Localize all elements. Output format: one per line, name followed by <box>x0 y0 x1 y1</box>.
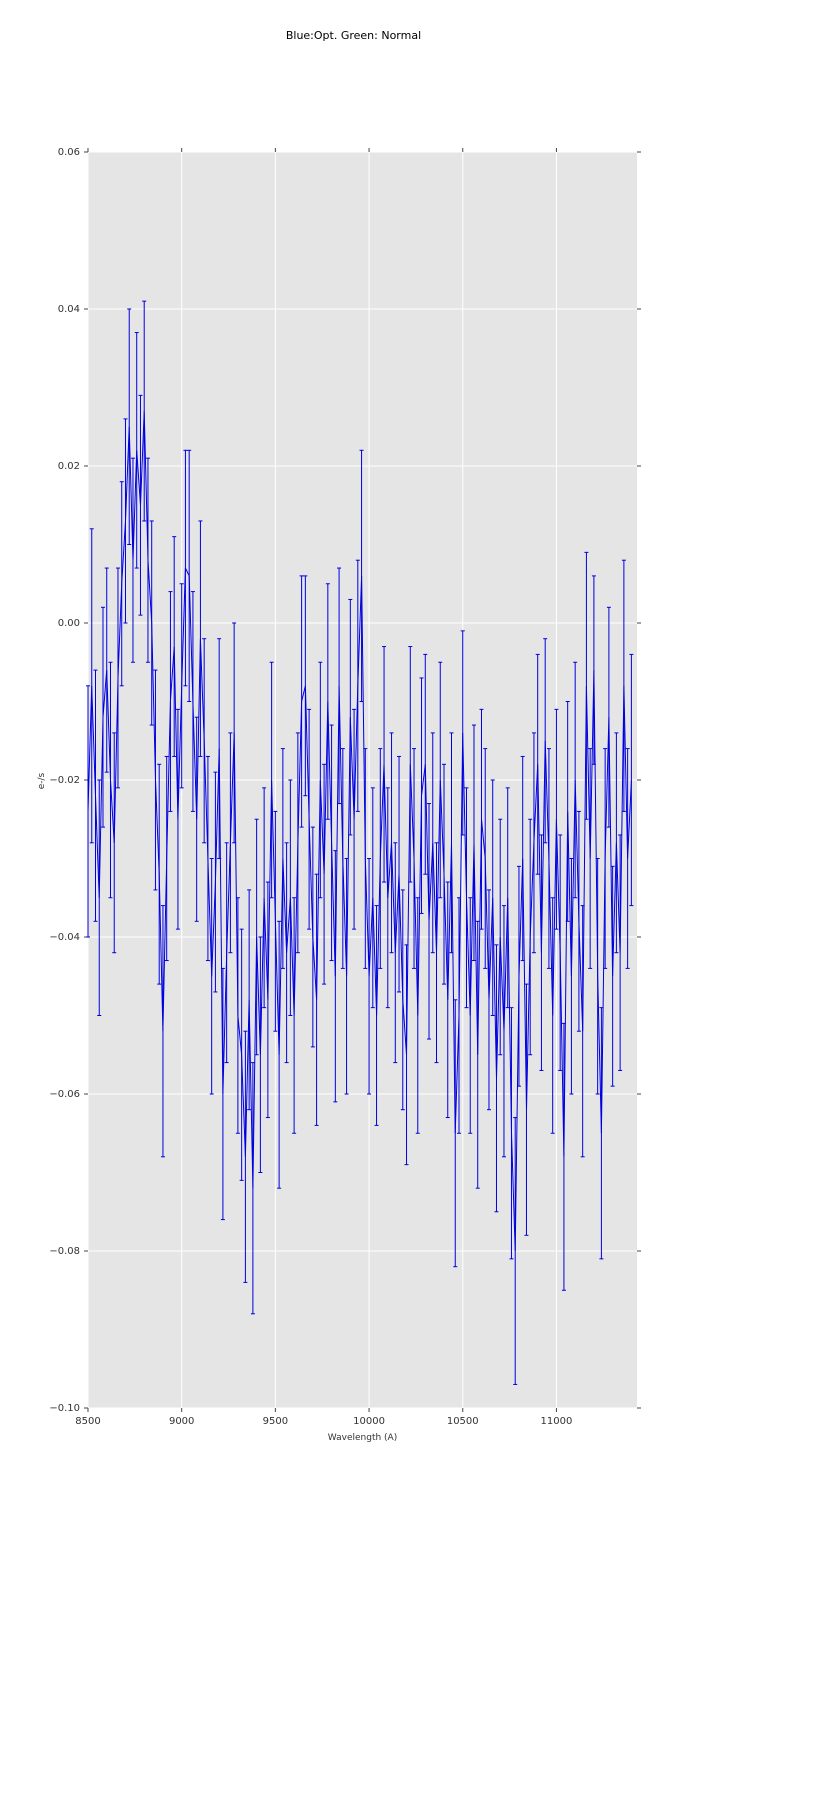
spectrum-line <box>87 411 632 1252</box>
y-tick-label: 0.06 <box>58 147 80 158</box>
x-tick-label: 9500 <box>263 1416 288 1427</box>
x-tick-label: 9000 <box>169 1416 194 1427</box>
x-tick-label: 11000 <box>541 1416 573 1427</box>
y-tick-label: 0.00 <box>58 618 80 629</box>
x-tick-label: 10500 <box>447 1416 479 1427</box>
x-tick-label: 10000 <box>353 1416 385 1427</box>
y-tick-label: −0.02 <box>49 775 80 786</box>
y-tick-label: −0.08 <box>49 1246 80 1257</box>
y-tick-label: 0.04 <box>58 304 80 315</box>
y-tick-label: −0.10 <box>49 1403 80 1414</box>
chart-title: Blue:Opt. Green: Normal <box>285 29 422 42</box>
x-axis-label: Wavelength (A) <box>327 1433 398 1443</box>
x-tick-label: 8500 <box>75 1416 100 1427</box>
y-tick-label: −0.04 <box>49 932 80 943</box>
y-tick-label: −0.06 <box>49 1089 80 1100</box>
y-tick-label: 0.02 <box>58 461 80 472</box>
